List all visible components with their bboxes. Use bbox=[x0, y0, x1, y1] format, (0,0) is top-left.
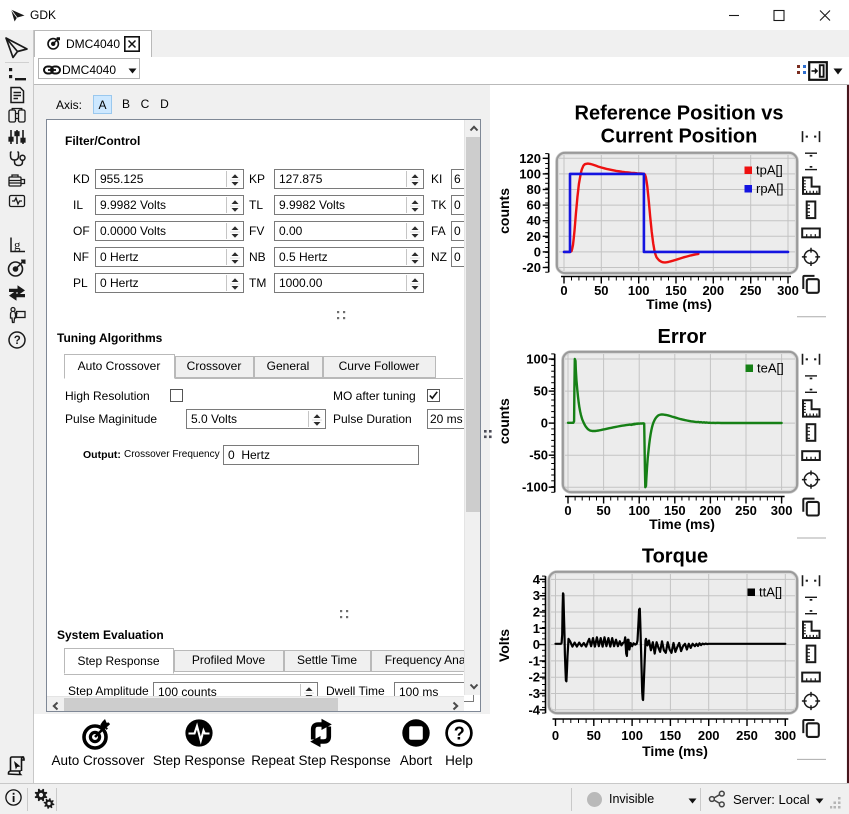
svg-text:0: 0 bbox=[534, 244, 541, 259]
svg-text:Volts: Volts bbox=[496, 629, 512, 662]
svg-text:100: 100 bbox=[628, 503, 650, 518]
svg-text:-1: -1 bbox=[528, 653, 540, 668]
svg-text:3: 3 bbox=[533, 588, 540, 603]
svg-text:250: 250 bbox=[736, 728, 758, 743]
svg-text:Current Position: Current Position bbox=[601, 126, 758, 148]
svg-text:0: 0 bbox=[533, 637, 540, 652]
svg-text:-2: -2 bbox=[528, 670, 540, 685]
svg-text:100: 100 bbox=[526, 352, 548, 367]
svg-text:80: 80 bbox=[527, 182, 541, 197]
svg-text:20: 20 bbox=[527, 229, 541, 244]
svg-text:50: 50 bbox=[587, 728, 601, 743]
svg-text:0: 0 bbox=[552, 728, 559, 743]
svg-text:300: 300 bbox=[771, 503, 793, 518]
svg-text:50: 50 bbox=[596, 503, 610, 518]
svg-text:0: 0 bbox=[560, 283, 567, 298]
svg-text:50: 50 bbox=[594, 283, 608, 298]
svg-text:200: 200 bbox=[700, 503, 722, 518]
svg-text:250: 250 bbox=[740, 283, 762, 298]
svg-text:rpA[]: rpA[] bbox=[756, 181, 783, 196]
svg-text:Torque: Torque bbox=[642, 546, 708, 568]
svg-text:200: 200 bbox=[698, 728, 720, 743]
svg-text:200: 200 bbox=[702, 283, 724, 298]
svg-text:?: ? bbox=[14, 335, 21, 347]
svg-text:300: 300 bbox=[774, 728, 796, 743]
svg-text:-50: -50 bbox=[529, 448, 548, 463]
svg-text:Time (ms): Time (ms) bbox=[646, 296, 712, 312]
svg-text:250: 250 bbox=[735, 503, 757, 518]
svg-text:ttA[]: ttA[] bbox=[759, 585, 782, 600]
svg-text:2: 2 bbox=[533, 605, 540, 620]
svg-text:1: 1 bbox=[533, 621, 540, 636]
svg-text:counts: counts bbox=[496, 398, 512, 444]
svg-text:Reference Position vs: Reference Position vs bbox=[575, 103, 784, 125]
svg-text:100: 100 bbox=[628, 283, 650, 298]
svg-text:-20: -20 bbox=[522, 260, 541, 275]
svg-text:-4: -4 bbox=[528, 702, 540, 717]
svg-text:100: 100 bbox=[519, 166, 541, 181]
svg-text:150: 150 bbox=[665, 283, 687, 298]
svg-text:-100: -100 bbox=[522, 480, 548, 495]
svg-text:300: 300 bbox=[777, 283, 799, 298]
svg-text:150: 150 bbox=[660, 728, 682, 743]
svg-text:100: 100 bbox=[621, 728, 643, 743]
svg-text:150: 150 bbox=[664, 503, 686, 518]
svg-text:0: 0 bbox=[564, 503, 571, 518]
svg-text:counts: counts bbox=[496, 188, 512, 234]
svg-text:40: 40 bbox=[527, 213, 541, 228]
svg-text:tpA[]: tpA[] bbox=[756, 163, 783, 178]
svg-text:Error: Error bbox=[658, 326, 707, 348]
svg-text:Time (ms): Time (ms) bbox=[649, 516, 715, 532]
svg-text:-3: -3 bbox=[528, 686, 540, 701]
svg-text:?: ? bbox=[454, 724, 465, 744]
svg-text:50: 50 bbox=[534, 384, 548, 399]
svg-text:g: g bbox=[14, 237, 21, 252]
svg-text:120: 120 bbox=[519, 151, 541, 166]
svg-text:teA[]: teA[] bbox=[757, 361, 784, 376]
svg-text:Time (ms): Time (ms) bbox=[642, 743, 708, 759]
svg-text:0: 0 bbox=[541, 416, 548, 431]
svg-text:4: 4 bbox=[533, 572, 541, 587]
svg-text:60: 60 bbox=[527, 198, 541, 213]
